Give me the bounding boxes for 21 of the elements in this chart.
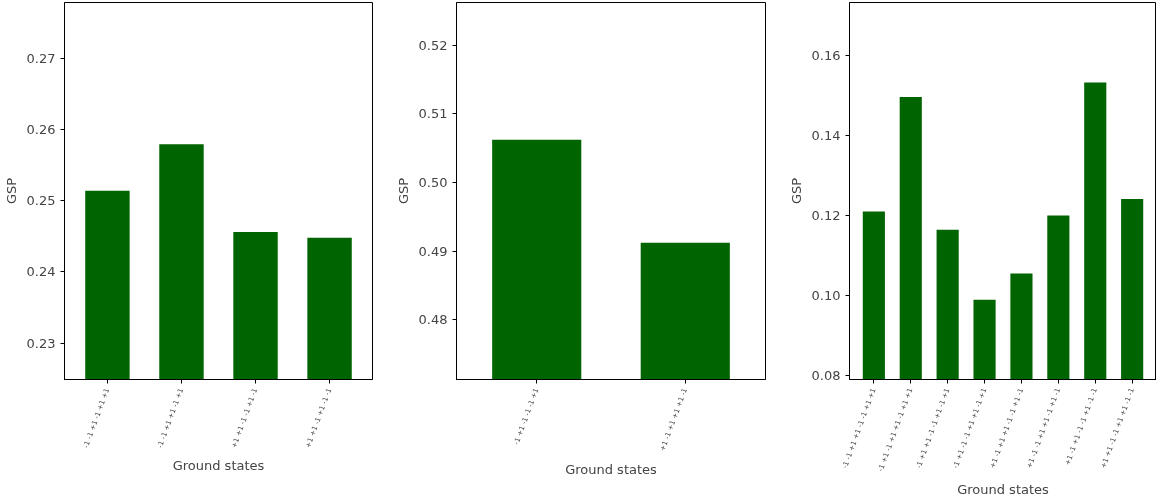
y-tick-label: 0.25 <box>26 193 56 209</box>
y-axis-title: GSP <box>3 177 19 205</box>
y-tick-label: 0.14 <box>811 127 841 143</box>
y-tick-label: 0.23 <box>26 335 56 351</box>
y-tick-label: 0.49 <box>418 243 448 259</box>
y-tick-label: 0.10 <box>811 287 841 303</box>
x-axis-title: Ground states <box>957 481 1050 497</box>
y-tick-label: 0.08 <box>811 368 841 383</box>
y-axis-title: GSP <box>395 177 411 205</box>
y-tick-label: 0.52 <box>418 37 448 53</box>
y-tick-label: 0.26 <box>26 121 56 137</box>
y-tick-label: 0.50 <box>418 174 448 190</box>
y-tick-label: 0.24 <box>26 264 56 280</box>
y-axis-title: GSP <box>788 177 804 205</box>
y-tick-label: 0.12 <box>811 207 841 223</box>
y-tick-label: 0.27 <box>26 50 56 66</box>
y-tick-label: 0.51 <box>418 106 448 122</box>
y-tick-label: 0.16 <box>811 47 841 63</box>
x-axis-title: Ground states <box>565 461 658 477</box>
y-tick-label: 0.48 <box>418 312 448 328</box>
x-axis-title: Ground states <box>172 458 265 474</box>
